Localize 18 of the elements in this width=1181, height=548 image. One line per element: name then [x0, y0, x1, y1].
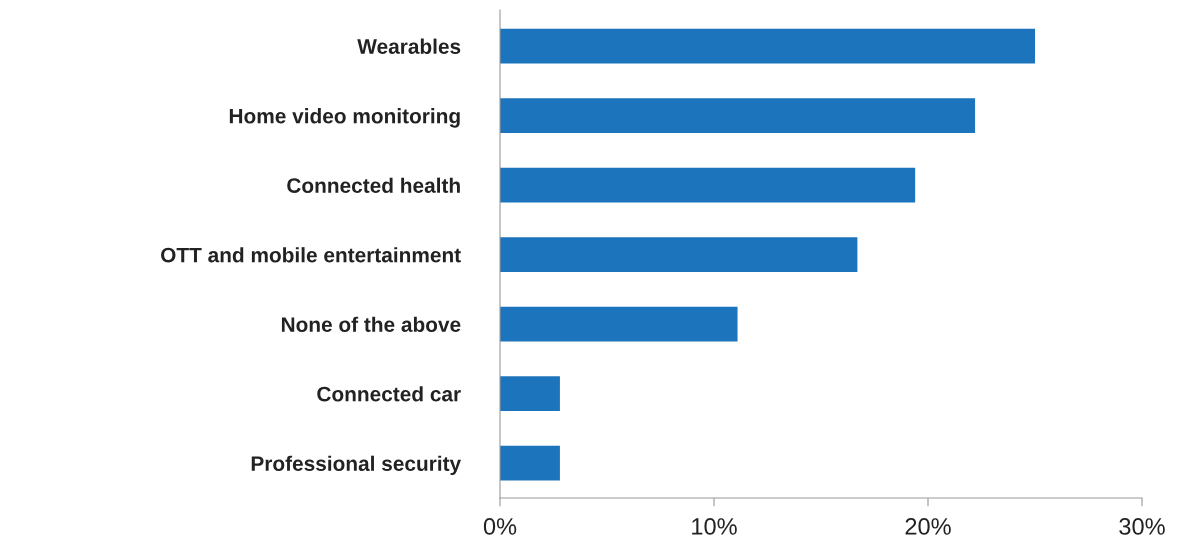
bar	[500, 28, 1035, 64]
bar	[500, 167, 916, 203]
x-tick-label: 30%	[1119, 518, 1165, 535]
x-tick-label: 20%	[905, 518, 951, 535]
bar	[500, 237, 858, 273]
x-tick-label: 10%	[692, 518, 737, 535]
y-tick-label: OTT and mobile entertainment	[161, 247, 461, 263]
bar	[500, 445, 560, 481]
bar	[500, 98, 976, 134]
y-tick-label: Professional security	[251, 455, 462, 476]
y-tick-label: Home video monitoring	[229, 108, 460, 128]
y-tick-label: Connected car	[317, 386, 461, 402]
bar	[500, 306, 738, 342]
y-tick-label: Connected health	[287, 177, 460, 193]
y-tick-label: Wearables	[357, 38, 461, 54]
x-tick-label: 0%	[483, 518, 517, 535]
bar	[500, 376, 560, 412]
y-tick-label: None of the above	[281, 316, 461, 332]
